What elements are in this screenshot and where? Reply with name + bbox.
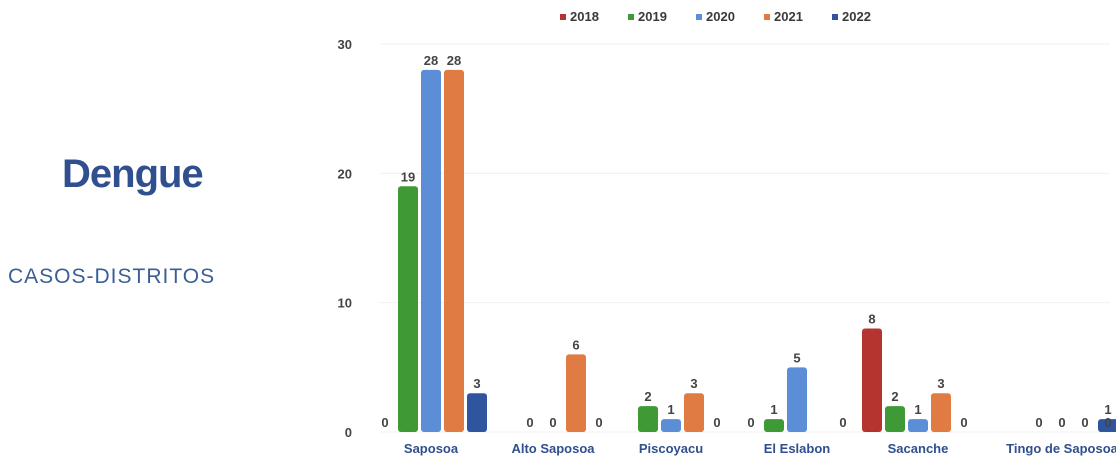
data-label: 0 xyxy=(747,415,754,430)
x-category-label: Alto Saposoa xyxy=(511,441,595,456)
data-label: 1 xyxy=(667,402,674,417)
bar-2020 xyxy=(661,419,681,432)
bar-2021 xyxy=(444,69,464,432)
bar-2019 xyxy=(638,406,658,432)
data-label: 0 xyxy=(381,415,388,430)
page-title: Dengue xyxy=(62,152,204,196)
data-label: 1 xyxy=(770,402,777,417)
data-label: 5 xyxy=(793,350,800,365)
y-tick-label: 10 xyxy=(338,296,352,311)
data-label: 0 xyxy=(595,415,602,430)
data-label: 19 xyxy=(401,169,415,184)
data-label: 0 xyxy=(1104,415,1111,430)
data-label: 3 xyxy=(473,376,480,391)
y-tick-label: 20 xyxy=(338,166,352,181)
legend-swatch-2021 xyxy=(764,14,770,20)
data-label: 0 xyxy=(839,415,846,430)
x-category-label: Piscoyacu xyxy=(639,441,703,456)
legend-label: 2019 xyxy=(638,9,667,24)
bar-2019 xyxy=(885,406,905,432)
data-label: 0 xyxy=(1058,415,1065,430)
data-label: 2 xyxy=(891,389,898,404)
data-label: 2 xyxy=(644,389,651,404)
data-label: 1 xyxy=(914,402,921,417)
bar-2022 xyxy=(467,393,487,432)
data-label: 3 xyxy=(937,376,944,391)
x-category-label: Tingo de Saposoa xyxy=(1006,441,1116,456)
bar-2019 xyxy=(398,186,418,432)
legend-label: 2018 xyxy=(570,9,599,24)
x-category-label: Saposoa xyxy=(404,441,459,456)
legend-label: 2021 xyxy=(774,9,803,24)
data-label: 28 xyxy=(424,53,438,68)
data-label: 0 xyxy=(1081,415,1088,430)
bar-2019 xyxy=(764,419,784,432)
data-label: 8 xyxy=(868,312,875,327)
bar-2020 xyxy=(908,419,928,432)
data-label: 0 xyxy=(549,415,556,430)
bar-2022 xyxy=(1098,419,1116,432)
data-label: 0 xyxy=(960,415,967,430)
bar-2020 xyxy=(421,69,441,432)
bar-2021 xyxy=(931,393,951,432)
legend-swatch-2022 xyxy=(832,14,838,20)
data-label: 0 xyxy=(713,415,720,430)
data-label: 0 xyxy=(1035,415,1042,430)
data-label: 3 xyxy=(690,376,697,391)
x-category-label: El Eslabon xyxy=(764,441,831,456)
legend-label: 2020 xyxy=(706,9,735,24)
x-category-label: Sacanche xyxy=(888,441,949,456)
data-label: 0 xyxy=(526,415,533,430)
legend-swatch-2018 xyxy=(560,14,566,20)
data-label: 1 xyxy=(1104,402,1111,417)
y-tick-label: 30 xyxy=(338,37,352,52)
bar-2020 xyxy=(787,367,807,432)
bar-2021 xyxy=(566,354,586,432)
data-label: 28 xyxy=(447,53,461,68)
page-subtitle: CASOS-DISTRITOS xyxy=(8,265,216,288)
data-label: 6 xyxy=(572,337,579,352)
legend-label: 2022 xyxy=(842,9,871,24)
y-tick-label: 0 xyxy=(345,425,352,440)
bar-2018 xyxy=(862,328,882,432)
bar-2021 xyxy=(684,393,704,432)
legend-swatch-2019 xyxy=(628,14,634,20)
legend-swatch-2020 xyxy=(696,14,702,20)
